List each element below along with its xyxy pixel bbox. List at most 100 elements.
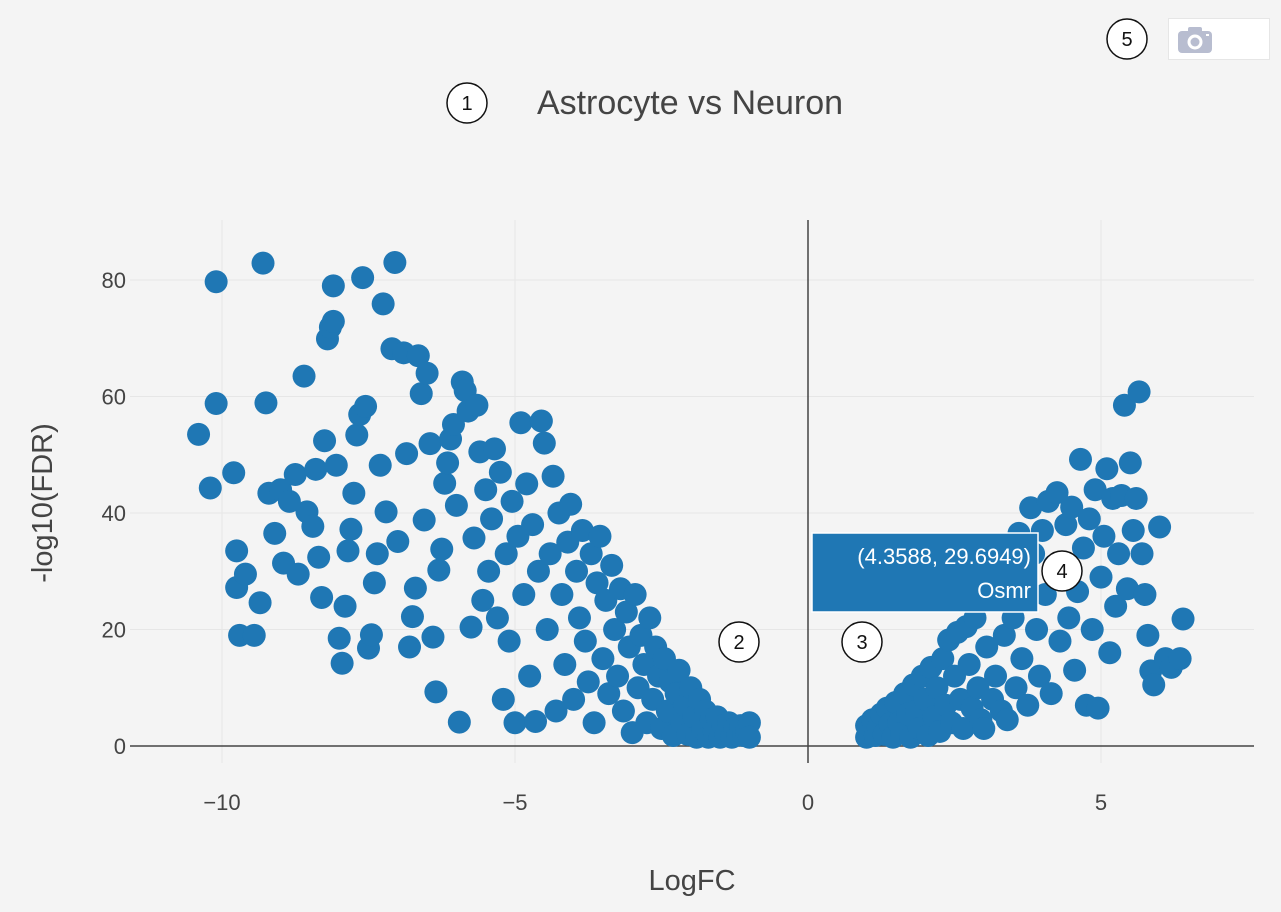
data-point[interactable]: [737, 725, 761, 749]
data-point[interactable]: [477, 559, 501, 583]
data-point[interactable]: [532, 431, 556, 455]
data-point[interactable]: [588, 524, 612, 548]
data-point[interactable]: [362, 571, 386, 595]
data-point[interactable]: [339, 517, 363, 541]
data-point[interactable]: [570, 518, 594, 542]
data-point[interactable]: [368, 453, 392, 477]
data-point[interactable]: [324, 453, 348, 477]
data-point[interactable]: [327, 626, 351, 650]
data-point[interactable]: [951, 717, 975, 741]
data-point[interactable]: [310, 585, 334, 609]
data-point[interactable]: [187, 422, 211, 446]
data-point[interactable]: [371, 292, 395, 316]
data-point[interactable]: [1142, 673, 1166, 697]
data-point[interactable]: [494, 542, 518, 566]
data-point[interactable]: [518, 664, 542, 688]
data-point[interactable]: [992, 623, 1016, 647]
data-point[interactable]: [412, 508, 436, 532]
data-point[interactable]: [1045, 481, 1069, 505]
data-point[interactable]: [242, 623, 266, 647]
data-point[interactable]: [459, 615, 483, 639]
data-point[interactable]: [480, 507, 504, 531]
data-point[interactable]: [1057, 606, 1081, 630]
data-point[interactable]: [1171, 607, 1195, 631]
data-point[interactable]: [204, 391, 228, 415]
data-point[interactable]: [1133, 583, 1157, 607]
data-point[interactable]: [509, 411, 533, 435]
data-point[interactable]: [286, 562, 310, 586]
data-point[interactable]: [1083, 478, 1107, 502]
data-point[interactable]: [204, 270, 228, 294]
data-point[interactable]: [430, 537, 454, 561]
data-point[interactable]: [1104, 594, 1128, 618]
data-point[interactable]: [614, 600, 638, 624]
data-point[interactable]: [597, 682, 621, 706]
data-point[interactable]: [667, 658, 691, 682]
data-point[interactable]: [365, 542, 389, 566]
data-point[interactable]: [984, 664, 1008, 688]
data-point[interactable]: [1027, 664, 1051, 688]
data-point[interactable]: [471, 588, 495, 612]
data-point[interactable]: [474, 478, 498, 502]
data-point[interactable]: [524, 710, 548, 734]
data-point[interactable]: [544, 699, 568, 723]
data-point[interactable]: [1107, 542, 1131, 566]
data-point[interactable]: [354, 394, 378, 418]
data-point[interactable]: [1025, 618, 1049, 641]
data-point[interactable]: [307, 545, 331, 569]
data-point[interactable]: [427, 558, 451, 582]
data-point[interactable]: [579, 542, 603, 566]
data-point[interactable]: [491, 687, 515, 711]
data-point[interactable]: [251, 251, 275, 275]
data-point[interactable]: [313, 429, 337, 453]
data-point[interactable]: [526, 559, 550, 583]
data-point[interactable]: [535, 618, 559, 641]
data-point[interactable]: [321, 309, 345, 333]
data-point[interactable]: [512, 583, 536, 607]
data-point[interactable]: [1060, 495, 1084, 519]
data-point[interactable]: [304, 457, 328, 481]
data-point[interactable]: [1092, 524, 1116, 548]
data-point[interactable]: [409, 382, 433, 406]
data-point[interactable]: [1124, 486, 1148, 510]
data-point[interactable]: [538, 542, 562, 566]
data-point[interactable]: [931, 647, 955, 671]
data-point[interactable]: [1010, 647, 1034, 671]
data-point[interactable]: [441, 412, 465, 436]
data-point[interactable]: [1118, 451, 1142, 475]
data-point[interactable]: [444, 493, 468, 517]
data-point[interactable]: [550, 583, 574, 607]
data-point[interactable]: [1048, 629, 1072, 653]
data-point[interactable]: [529, 409, 553, 433]
data-point[interactable]: [1136, 623, 1160, 647]
data-point[interactable]: [233, 562, 257, 586]
data-point[interactable]: [515, 472, 539, 496]
data-point[interactable]: [254, 391, 278, 415]
data-point[interactable]: [1077, 507, 1101, 531]
data-point[interactable]: [1130, 542, 1154, 566]
data-point[interactable]: [1086, 696, 1110, 720]
data-point[interactable]: [421, 625, 445, 649]
data-point[interactable]: [1089, 565, 1113, 589]
data-point[interactable]: [342, 481, 366, 505]
data-point[interactable]: [424, 680, 448, 704]
data-point[interactable]: [383, 251, 407, 275]
data-point[interactable]: [400, 605, 424, 629]
data-point[interactable]: [562, 687, 586, 711]
data-point[interactable]: [374, 500, 398, 524]
data-point[interactable]: [611, 699, 635, 723]
data-point[interactable]: [1095, 457, 1119, 481]
data-point[interactable]: [521, 513, 545, 537]
data-point[interactable]: [1121, 518, 1145, 542]
data-point[interactable]: [1004, 676, 1028, 700]
data-point[interactable]: [606, 664, 630, 688]
data-point[interactable]: [465, 393, 489, 417]
data-point[interactable]: [333, 594, 357, 618]
data-point[interactable]: [488, 460, 512, 484]
data-point[interactable]: [600, 553, 624, 577]
data-point[interactable]: [1039, 682, 1063, 706]
data-point[interactable]: [573, 629, 597, 653]
data-point[interactable]: [995, 708, 1019, 732]
data-point[interactable]: [386, 530, 410, 554]
data-point[interactable]: [351, 266, 375, 290]
